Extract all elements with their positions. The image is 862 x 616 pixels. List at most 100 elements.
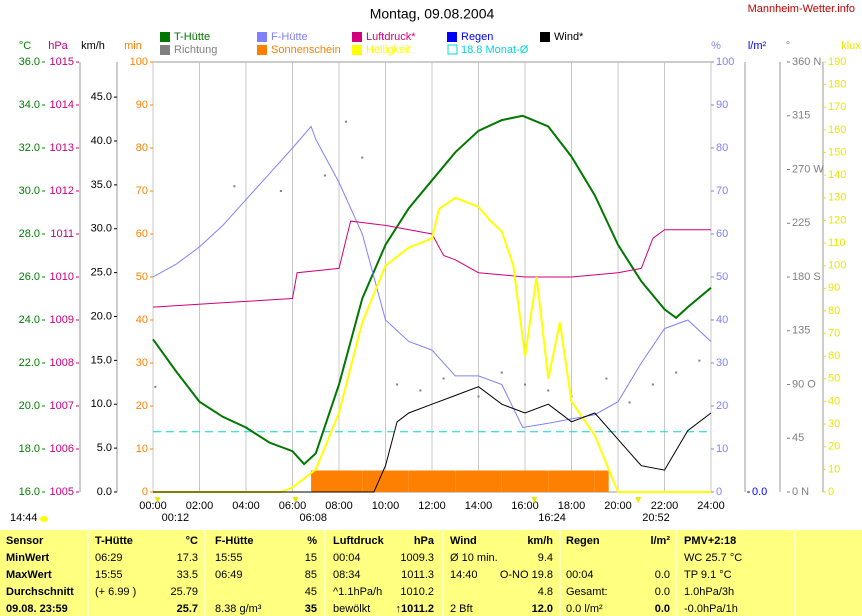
x-tick-label: 12:00 xyxy=(418,500,446,512)
legend-label: T-Hütte xyxy=(174,31,210,43)
x-tick-label: 04:00 xyxy=(232,500,260,512)
legend-swatch xyxy=(257,45,267,55)
sunshine-bar xyxy=(362,470,386,492)
table-cell: 1011.3 xyxy=(401,569,434,581)
y-tick-label: 1006 xyxy=(50,443,74,455)
y-tick-label: 40.0 xyxy=(91,135,112,147)
sunshine-bar xyxy=(339,470,363,492)
y-tick-label: 0 xyxy=(716,486,722,498)
y-tick-label: 100 xyxy=(716,56,734,68)
y-tick-label: 1007 xyxy=(50,400,74,412)
sunshine-bar xyxy=(594,470,609,492)
table-cell: 08:34 xyxy=(333,569,361,581)
table-cell: 4.8 xyxy=(538,586,553,598)
direction-dot xyxy=(279,190,282,192)
marker-arrow xyxy=(154,497,161,503)
marker-arrow xyxy=(531,497,538,503)
y-tick-label: 0 xyxy=(142,486,148,498)
axis-unit: hPa xyxy=(48,40,68,52)
direction-dot xyxy=(547,389,550,392)
x-tick-label: 14:00 xyxy=(465,500,493,512)
legend-swatch xyxy=(160,45,170,55)
table-cell: bewölkt xyxy=(333,603,370,615)
table-cell: (+ 6.99 ) xyxy=(95,586,136,598)
table-cell: Durchschnitt xyxy=(6,586,74,598)
axis-unit: ° xyxy=(786,40,790,52)
y-tick-label: 1009 xyxy=(50,314,74,326)
y-tick-label: 1010 xyxy=(50,271,74,283)
table-cell: 06:49 xyxy=(215,569,243,581)
y-tick-label: 315 xyxy=(792,110,810,122)
series-line xyxy=(153,196,711,493)
x-tick-label: 18:00 xyxy=(558,500,586,512)
y-tick-label: 70 xyxy=(828,327,840,339)
y-tick-label: 270 W xyxy=(792,163,824,175)
y-tick-label: 80 xyxy=(716,142,728,154)
marker-strip xyxy=(0,511,862,529)
status-icon xyxy=(40,516,48,522)
table-cell: Sensor xyxy=(6,535,44,547)
table-cell: 0.0 l/m² xyxy=(566,603,603,615)
legend-swatch xyxy=(540,32,550,42)
y-tick-label: 10 xyxy=(716,443,728,455)
table-cell: 14:40 xyxy=(450,569,478,581)
y-tick-label: 1015 xyxy=(50,56,74,68)
y-tick-label: 1005 xyxy=(50,486,74,498)
table-cell: F-Hütte xyxy=(215,535,254,547)
sunshine-bar xyxy=(385,470,409,492)
sunshine-bar xyxy=(455,470,479,492)
table-cell: 15:55 xyxy=(95,569,123,581)
y-tick-label: 1014 xyxy=(50,99,74,111)
y-tick-label: 25.0 xyxy=(91,267,112,279)
legend-label: Luftdruck* xyxy=(366,31,416,43)
direction-dot xyxy=(651,383,654,386)
table-cell: WC 25.7 °C xyxy=(684,552,742,564)
marker-arrow xyxy=(635,497,642,503)
direction-dot xyxy=(324,174,327,177)
x-tick-label: 22:00 xyxy=(651,500,679,512)
y-tick-label: 1008 xyxy=(50,357,74,369)
y-tick-label: 360 N xyxy=(792,56,821,68)
y-tick-label: 80 xyxy=(136,142,148,154)
table-cell: hPa xyxy=(414,535,435,547)
y-tick-label: 0 xyxy=(828,486,834,498)
y-tick-label: 100 xyxy=(130,56,148,68)
summary-table: Sensor T-Hütte °C F-Hütte% Luftdruck hPa Wind k… xyxy=(0,530,862,616)
legend-swatch xyxy=(352,32,362,42)
direction-dot xyxy=(628,401,631,404)
y-tick-label: 15.0 xyxy=(91,354,112,366)
direction-dot xyxy=(154,385,157,388)
table-cell: 9.4 xyxy=(538,552,553,564)
y-tick-label: 1011 xyxy=(50,228,74,240)
table-cell: 25.79 xyxy=(170,586,198,598)
y-tick-label: 10.0 xyxy=(91,398,112,410)
y-tick-label: 110 xyxy=(828,237,846,249)
table-cell: % xyxy=(307,535,317,547)
y-tick-label: 90 xyxy=(828,282,840,294)
y-tick-label: 120 xyxy=(828,214,846,226)
legend-label: Helligkeit xyxy=(366,44,411,56)
table-cell: 45 xyxy=(305,586,317,598)
site-name[interactable]: Mannheim-Wetter.info xyxy=(748,3,855,15)
y-tick-label: 22.0 xyxy=(19,357,40,369)
legend-swatch xyxy=(352,45,362,55)
axis-unit: % xyxy=(711,40,721,52)
table-cell: 0.0 xyxy=(655,569,670,581)
sunshine-bar xyxy=(548,470,572,492)
table-cell: Regen xyxy=(566,535,600,547)
series-line xyxy=(152,114,712,466)
x-tick-label: 16:00 xyxy=(511,500,539,512)
marker-label: 00:12 xyxy=(162,512,190,524)
table-cell: 8.38 g/m³ xyxy=(215,603,262,615)
sunshine-bar xyxy=(432,470,456,492)
axis-unit: klux xyxy=(841,40,861,52)
legend-swatch xyxy=(257,32,267,42)
legend-label: Richtung xyxy=(174,44,217,56)
x-tick-label: 10:00 xyxy=(372,500,400,512)
table-cell: 15:55 xyxy=(215,552,243,564)
table-cell: 09.08. 23:59 xyxy=(6,603,68,615)
y-tick-label: 36.0 xyxy=(19,56,40,68)
y-tick-label: 0.0 xyxy=(752,486,767,498)
x-tick-label: 20:00 xyxy=(604,500,632,512)
